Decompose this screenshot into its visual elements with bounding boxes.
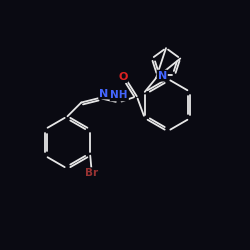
Text: NH: NH xyxy=(110,90,128,101)
Text: N: N xyxy=(158,71,167,81)
Text: Br: Br xyxy=(85,168,98,178)
Text: N: N xyxy=(99,88,108,99)
Text: O: O xyxy=(118,72,128,82)
